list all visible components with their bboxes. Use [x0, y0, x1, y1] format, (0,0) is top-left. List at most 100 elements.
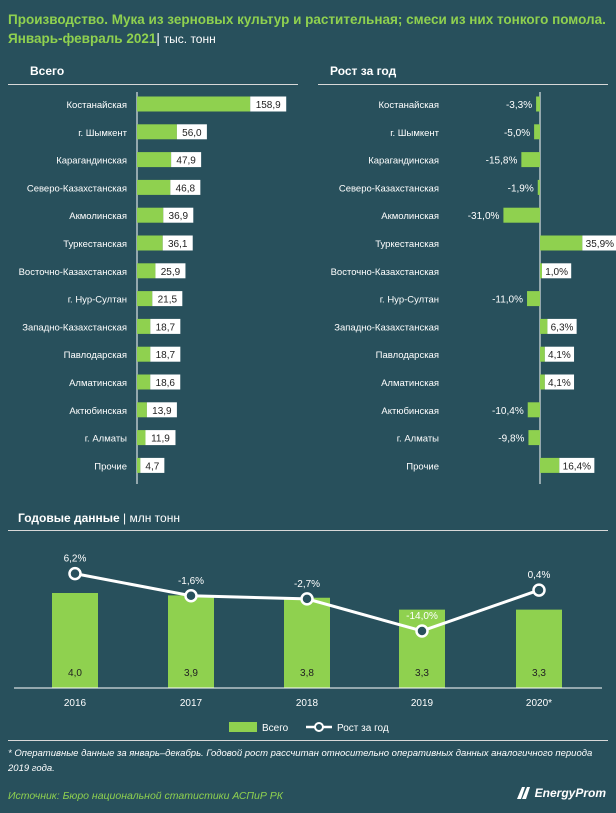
growth-value-label: -3,3%: [506, 100, 532, 111]
annual-bar: [399, 609, 445, 688]
energyprom-logo-icon: [516, 787, 530, 799]
growth-bar: [528, 430, 540, 446]
total-category-label: Костанайская: [67, 100, 127, 111]
total-category-label: Акмолинская: [69, 211, 127, 222]
total-value-label: 46,8: [176, 183, 196, 194]
total-bar: [137, 430, 146, 446]
total-value-label-bg: [150, 346, 181, 362]
total-bar: [137, 291, 153, 307]
growth-value-label: 16,4%: [563, 461, 591, 472]
growth-point: [184, 589, 198, 603]
annual-year-label: 2018: [296, 698, 319, 709]
total-value-label-bg: [146, 402, 177, 418]
growth-value-label: -10,4%: [492, 406, 524, 417]
annual-year-label: 2019: [411, 698, 434, 709]
divider-footer: [8, 740, 608, 741]
total-bar: [137, 402, 147, 418]
total-value-label: 4,7: [145, 461, 159, 472]
growth-value-label-bg: [582, 235, 616, 251]
subtitle: Январь-февраль 2021: [8, 31, 157, 46]
growth-value-label-bg: [559, 457, 595, 473]
annual-year-label: 2017: [180, 698, 203, 709]
growth-panel-title: Рост за год: [330, 64, 397, 78]
legend-bar-label: Всего: [262, 723, 289, 734]
growth-category-label: Павлодарская: [376, 350, 439, 361]
total-bar: [137, 346, 151, 362]
annual-bar-label: 4,0: [68, 668, 82, 679]
total-bar: [137, 124, 177, 140]
footnote: * Оперативные данные за январь–декабрь. …: [8, 748, 593, 774]
total-value-label: 36,1: [168, 239, 188, 250]
legend-line-label: Рост за год: [337, 723, 389, 734]
growth-value-label-bg: [544, 346, 575, 362]
total-value-label: 18,7: [156, 350, 176, 361]
unit-label: тыс. тонн: [163, 32, 216, 46]
growth-category-label: г. Шымкент: [390, 128, 439, 139]
growth-value-label: 6,3%: [551, 322, 574, 333]
annual-bar: [516, 609, 562, 688]
total-category-label: Карагандинская: [56, 156, 127, 167]
growth-point-label: 6,2%: [64, 554, 87, 565]
growth-point-label: -1,6%: [178, 576, 204, 587]
growth-bar: [540, 263, 542, 279]
growth-category-label: г. Алматы: [397, 434, 439, 445]
total-category-label: Туркестанская: [63, 239, 127, 250]
growth-category-label: Прочие: [406, 461, 439, 472]
growth-value-label-bg: [544, 374, 575, 390]
growth-category-label: Карагандинская: [368, 156, 439, 167]
growth-bar: [527, 402, 540, 418]
growth-category-label: Северо-Казахстанская: [339, 183, 439, 194]
total-value-label-bg: [145, 430, 176, 446]
total-value-label-bg: [250, 96, 287, 112]
total-value-label-bg: [152, 291, 183, 307]
total-category-label: Восточно-Казахстанская: [19, 267, 127, 278]
growth-point-label: -14,0%: [406, 611, 438, 622]
total-bar: [137, 207, 164, 223]
growth-bar: [540, 318, 548, 334]
total-value-label: 18,6: [156, 378, 176, 389]
total-category-label: г. Нур-Султан: [68, 295, 127, 306]
growth-bar: [536, 96, 540, 112]
growth-point: [532, 583, 546, 597]
total-bar: [137, 152, 172, 168]
total-category-label: г. Алматы: [85, 434, 127, 445]
legend-bar-swatch: [229, 722, 257, 732]
total-value-label: 13,9: [152, 406, 172, 417]
growth-bar: [540, 457, 560, 473]
regional-charts: Костанайская 158,9 г. Шымкент 56,0 Караганди…: [19, 92, 616, 484]
annual-year-label: 2020*: [526, 698, 552, 709]
total-value-label: 11,9: [151, 434, 170, 445]
growth-category-label: г. Нур-Султан: [380, 295, 439, 306]
annual-unit: млн тонн: [129, 511, 180, 525]
divider-right: [318, 84, 608, 85]
growth-point: [300, 592, 314, 606]
annual-title-text: Годовые данные: [18, 511, 120, 525]
logo-text: EnergyProm: [534, 786, 606, 800]
total-value-label: 25,9: [161, 267, 181, 278]
divider-left: [8, 84, 298, 85]
annual-bar: [52, 593, 98, 688]
chart-title: Производство. Мука из зерновых культур и…: [8, 10, 608, 49]
total-value-label-bg: [176, 124, 207, 140]
total-value-label: 21,5: [158, 295, 178, 306]
annual-bar-label: 3,8: [300, 668, 314, 679]
total-bar: [137, 263, 156, 279]
annual-bar-label: 3,9: [184, 668, 198, 679]
total-category-label: Северо-Казахстанская: [27, 183, 127, 194]
growth-point-label: 0,4%: [528, 570, 551, 581]
growth-value-label: -11,0%: [492, 295, 523, 306]
growth-value-label: 4,1%: [548, 378, 571, 389]
title-line-1: Производство. Мука из зерновых культур и…: [8, 12, 606, 27]
total-bar: [137, 96, 251, 112]
total-category-label: Прочие: [94, 461, 127, 472]
growth-value-label: 4,1%: [548, 350, 571, 361]
divider-annual: [8, 530, 608, 531]
annual-bar-label: 3,3: [532, 668, 546, 679]
total-bar: [137, 457, 141, 473]
growth-category-label: Туркестанская: [375, 239, 439, 250]
total-value-label: 18,7: [156, 322, 176, 333]
total-bar: [137, 318, 151, 334]
growth-category-label: Алматинская: [381, 378, 439, 389]
source: Источник: Бюро национальной статистики А…: [8, 790, 283, 802]
